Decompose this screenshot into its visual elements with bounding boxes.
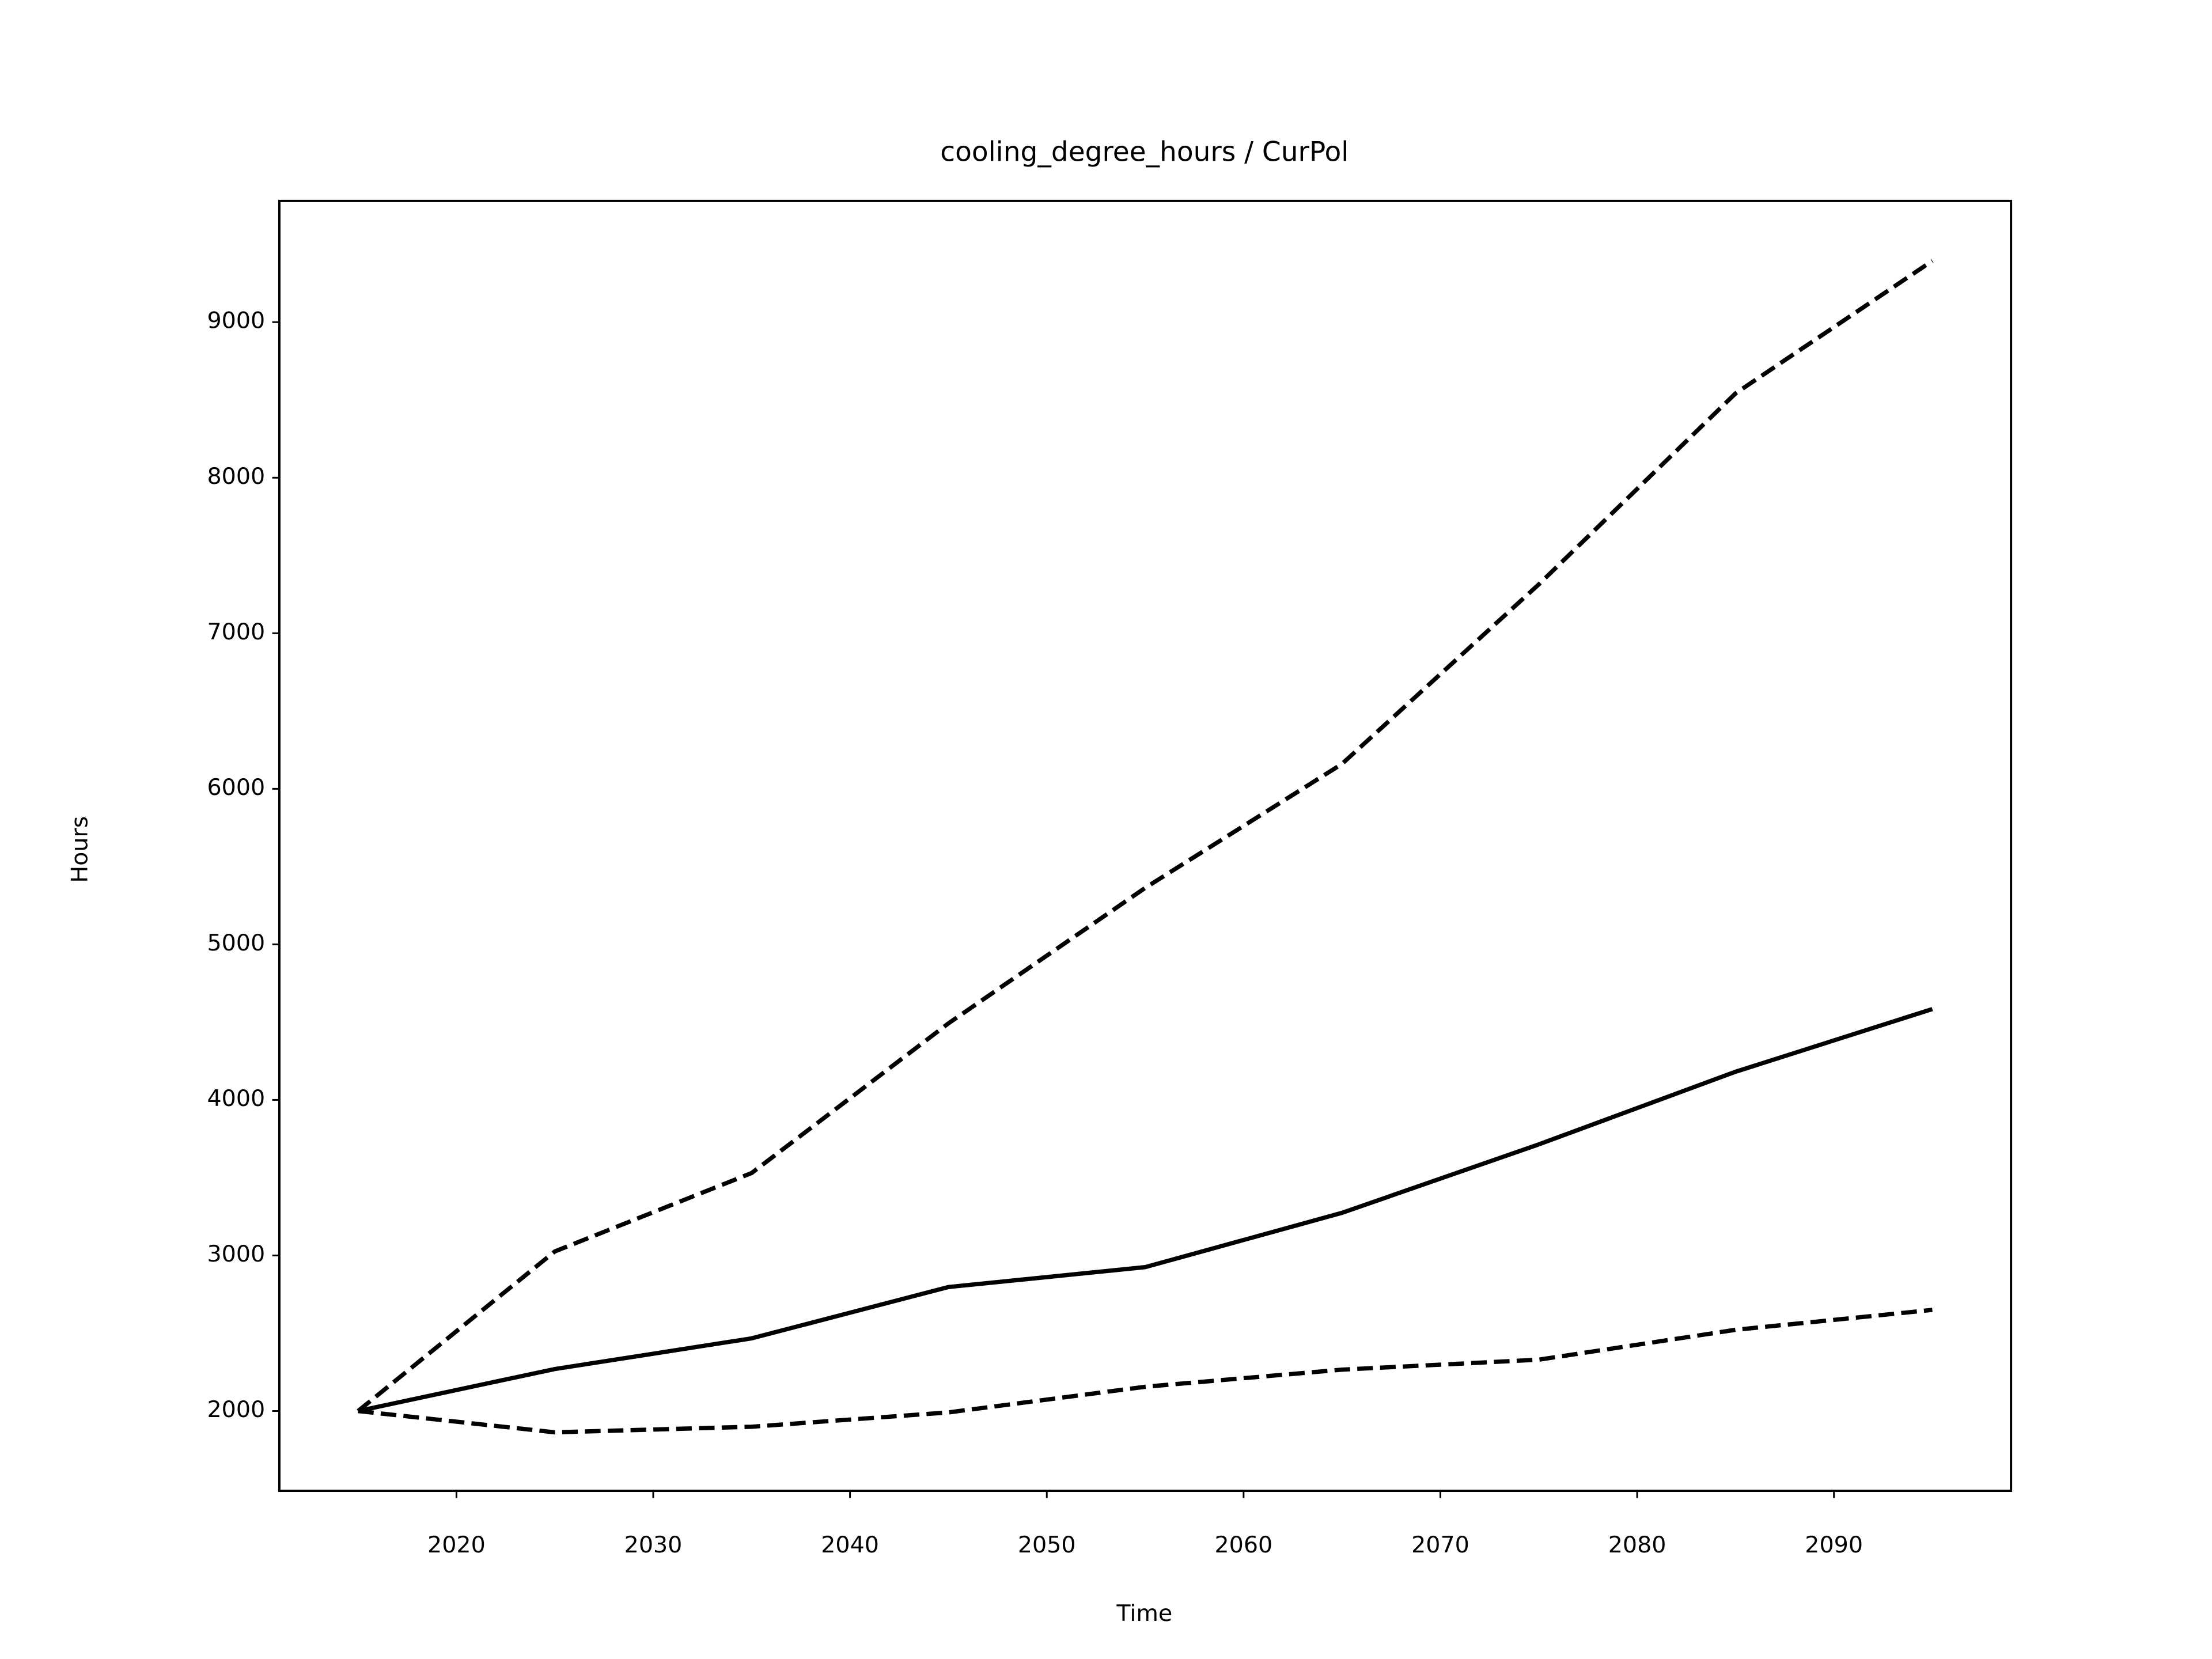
y-tick-label: 2000 [207, 1396, 265, 1423]
x-tick-label: 2060 [1214, 1532, 1272, 1558]
x-axis-label: Time [1116, 1600, 1172, 1627]
plot-frame [278, 199, 2013, 1493]
chart-title: cooling_degree_hours / CurPol [940, 137, 1349, 168]
y-tick-label: 7000 [207, 619, 265, 645]
x-tick-label: 2020 [427, 1532, 486, 1558]
y-tick-label: 9000 [207, 308, 265, 334]
line-series [358, 1308, 1933, 1435]
y-tick-label: 8000 [207, 463, 265, 490]
y-axis-label: Hours [67, 816, 93, 883]
y-tick-label: 3000 [207, 1241, 265, 1267]
x-tick-label: 2070 [1411, 1532, 1469, 1558]
y-tick-label: 4000 [207, 1085, 265, 1112]
x-tick-label: 2040 [821, 1532, 879, 1558]
line-series [357, 259, 1934, 1413]
x-tick-label: 2080 [1608, 1532, 1666, 1558]
y-tick-label: 5000 [207, 930, 265, 956]
line-series [357, 1007, 1933, 1414]
x-tick-label: 2050 [1018, 1532, 1076, 1558]
x-tick-label: 2090 [1805, 1532, 1863, 1558]
y-tick-label: 6000 [207, 774, 265, 801]
x-tick-label: 2030 [624, 1532, 683, 1558]
